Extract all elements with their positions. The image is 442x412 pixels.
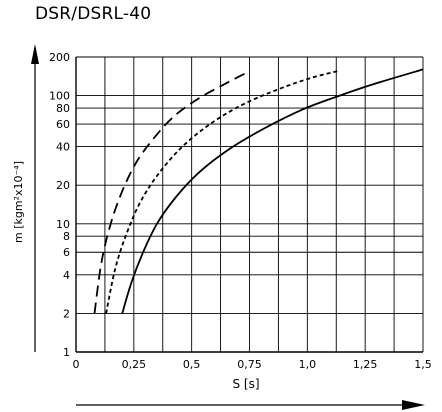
x-tick-label: 0 xyxy=(73,358,80,371)
y-tick-label: 2 xyxy=(63,307,70,320)
y-tick-label: 100 xyxy=(49,90,70,103)
x-tick-label: 0,75 xyxy=(237,358,262,371)
y-axis-label: m [kgm²x10⁻⁴] xyxy=(12,161,25,243)
series-layer xyxy=(93,68,424,314)
x-tick-label: 1,0 xyxy=(299,358,317,371)
series-line-long-dash xyxy=(93,70,250,314)
y-tick-label: 200 xyxy=(49,51,70,64)
plot-frame xyxy=(75,57,423,353)
y-tick-label: 6 xyxy=(63,246,70,259)
y-tick-label: 80 xyxy=(56,102,70,115)
y-tick-label: 40 xyxy=(56,141,70,154)
chart-title: DSR/DSRL-40 xyxy=(35,4,152,24)
x-axis-label: S [s] xyxy=(232,377,259,391)
y-tick-label: 8 xyxy=(63,230,70,243)
series-line-solid xyxy=(121,68,424,314)
x-tick-label: 0,5 xyxy=(183,358,201,371)
x-tick-label: 0,25 xyxy=(122,358,147,371)
x-axis-arrow-head xyxy=(402,400,425,410)
y-tick-label: 4 xyxy=(63,269,70,282)
y-tick-label: 60 xyxy=(56,118,70,131)
series-line-short-dash xyxy=(105,70,338,314)
y-axis-arrow-head xyxy=(31,44,39,64)
x-tick-labels: 0 0,25 0,5 0,75 1,0 1,25 1,5 xyxy=(73,358,432,371)
y-tick-label: 1 xyxy=(63,346,70,359)
y-tick-label: 20 xyxy=(56,179,70,192)
x-tick-label: 1,5 xyxy=(414,358,432,371)
grid xyxy=(75,56,424,353)
x-tick-label: 1,25 xyxy=(353,358,378,371)
y-tick-label: 10 xyxy=(56,218,70,231)
